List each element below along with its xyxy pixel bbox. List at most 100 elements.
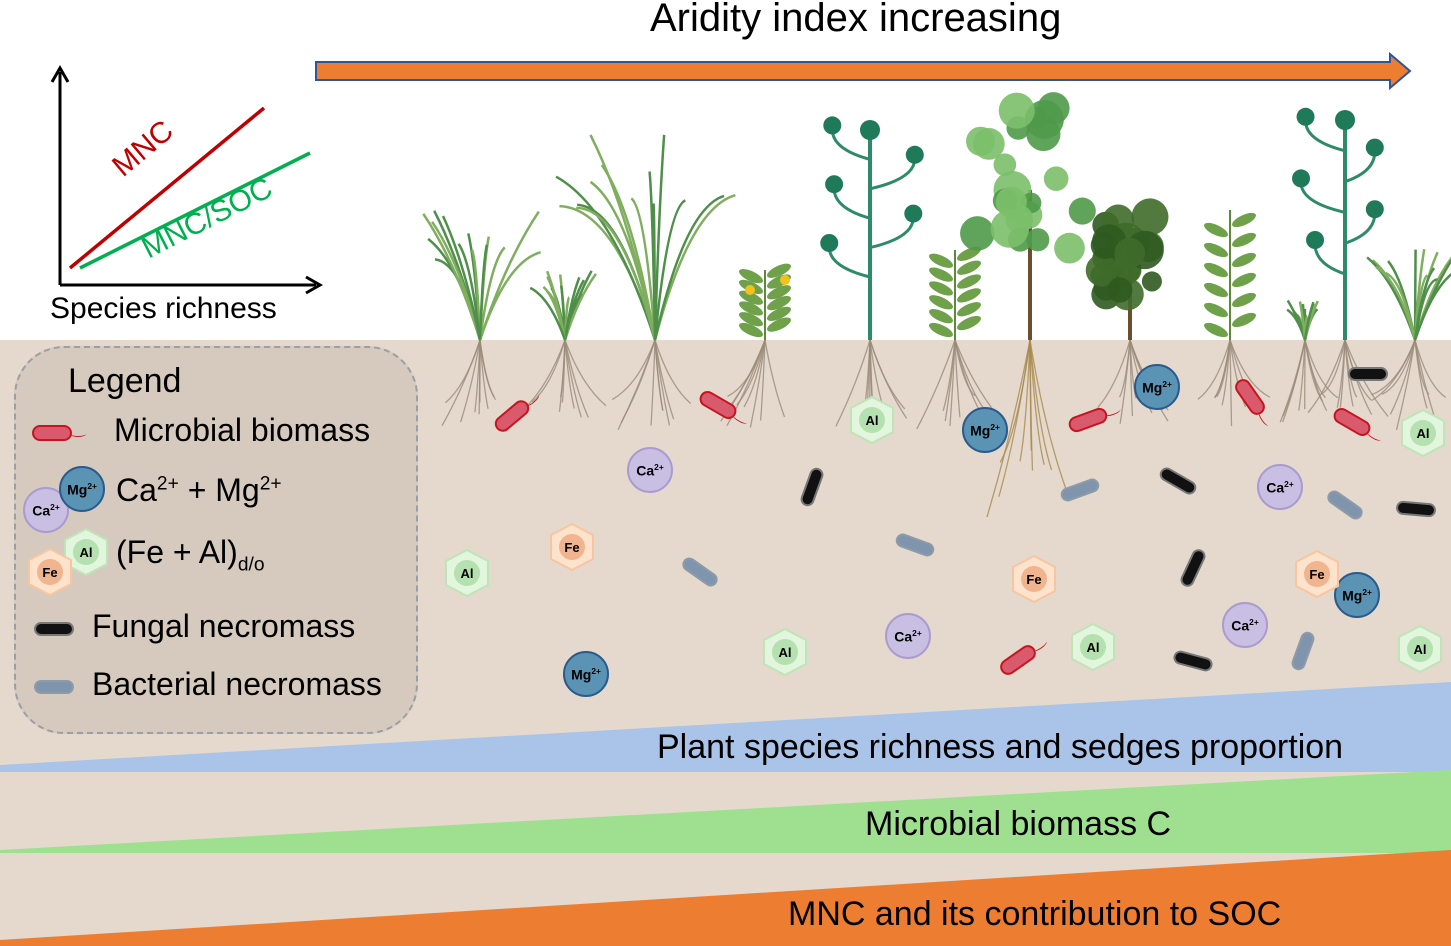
leaf: [929, 322, 953, 338]
leaf: [929, 281, 953, 296]
legend-ca-mg: Ca2+ + Mg2+: [116, 472, 282, 508]
plant-branch: [869, 217, 915, 250]
mnc-contribution-label: MNC and its contribution to SOC: [788, 895, 1282, 933]
grass-blade: [422, 213, 482, 341]
tree-foliage: [998, 92, 1035, 129]
tree-foliage: [990, 209, 1030, 248]
leaf: [929, 267, 953, 282]
ca-ion: Ca2+: [1257, 464, 1303, 510]
al-particle: Al: [1070, 622, 1116, 672]
tree-foliage: [993, 153, 1017, 177]
mnc-line: [68, 106, 266, 270]
bacterial-necromass-icon: [34, 680, 74, 694]
root: [1304, 339, 1327, 399]
leaf: [957, 274, 981, 289]
microbial-biomass-c-label: Microbial biomass C: [865, 805, 1172, 843]
root: [1414, 339, 1430, 395]
root: [620, 339, 656, 423]
root: [764, 339, 786, 418]
grass-blade: [653, 193, 736, 341]
mg-ion: Mg2+: [1134, 364, 1180, 410]
leaf: [739, 312, 763, 327]
root: [1371, 339, 1416, 396]
grass-blade: [576, 203, 657, 341]
root: [1321, 339, 1346, 395]
tree-foliage: [1026, 228, 1050, 252]
leaf: [767, 295, 791, 311]
plant-branch: [869, 158, 917, 191]
leaf: [929, 309, 953, 324]
mg-ion: Mg2+: [1334, 572, 1380, 618]
mg-ion: Mg2+: [563, 651, 609, 697]
ca-ion: Ca2+: [1222, 602, 1268, 648]
flower-head: [820, 234, 839, 252]
root: [1029, 339, 1068, 492]
grass-blade: [1384, 271, 1417, 341]
leaf: [1232, 212, 1256, 228]
tree-foliage: [1054, 232, 1085, 264]
plant-branch: [832, 188, 871, 220]
leaf: [767, 306, 791, 321]
root: [1381, 339, 1416, 396]
grass-blade: [653, 199, 687, 341]
leaf: [739, 290, 763, 305]
al-hexagon-icon: Al: [63, 527, 109, 577]
plant-richness-wedge: [0, 682, 1451, 772]
grass-blade: [1375, 265, 1417, 341]
leaf: [767, 285, 791, 300]
root: [611, 339, 656, 401]
root: [986, 339, 1031, 518]
root: [459, 339, 481, 423]
leaf: [929, 253, 953, 268]
yellow-flower: [780, 275, 790, 285]
yellow-flower: [745, 285, 755, 295]
fe-particle: Fe: [549, 522, 595, 572]
root: [558, 339, 566, 412]
aridity-title: Aridity index increasing: [650, 0, 1062, 40]
leaf: [1204, 282, 1228, 298]
fe-particle: Fe: [1294, 549, 1340, 599]
tree-foliage: [995, 186, 1027, 218]
ca-ion: Ca2+: [627, 447, 673, 493]
grass-blade: [529, 286, 567, 341]
root: [1029, 339, 1032, 451]
leaf: [739, 301, 763, 316]
leaf: [1204, 302, 1228, 318]
legend-fungal-necromass: Fungal necromass: [92, 608, 356, 644]
leaf: [1232, 252, 1256, 268]
flower-head: [825, 175, 844, 194]
flower-head: [904, 204, 923, 223]
grass-blade: [589, 180, 657, 341]
root: [479, 339, 497, 401]
legend-bacterial-necromass: Bacterial necromass: [92, 666, 382, 702]
root: [1389, 339, 1416, 415]
root: [1221, 339, 1231, 406]
grass-blade: [1366, 256, 1417, 341]
root: [441, 339, 481, 426]
root: [1344, 339, 1373, 415]
grass-blade: [630, 197, 657, 341]
tree-foliage: [1131, 198, 1169, 236]
root: [1197, 339, 1231, 400]
aridity-arrow: [315, 51, 1412, 91]
leaf: [1204, 242, 1228, 258]
tree-foliage: [960, 216, 995, 251]
al-particle: Al: [444, 548, 490, 598]
mg-ion-icon: Mg2+: [59, 466, 105, 512]
al-particle: Al: [1400, 408, 1446, 458]
tree-foliage: [1141, 271, 1162, 292]
microbial-biomass-icon: [32, 425, 86, 441]
flower-head: [1296, 107, 1315, 126]
microbial-biomass-wedge: [0, 770, 1451, 853]
grass-blade: [478, 246, 506, 341]
root: [736, 339, 766, 406]
grass-blade: [1413, 258, 1451, 341]
leaf: [767, 263, 791, 278]
root: [1339, 339, 1346, 408]
al-particle: Al: [1397, 624, 1443, 674]
leaf: [957, 302, 981, 317]
root: [1019, 339, 1031, 462]
legend: Legend Microbial biomass Ca2+ Mg2+ Ca2+ …: [14, 346, 418, 734]
leaf: [957, 288, 981, 303]
